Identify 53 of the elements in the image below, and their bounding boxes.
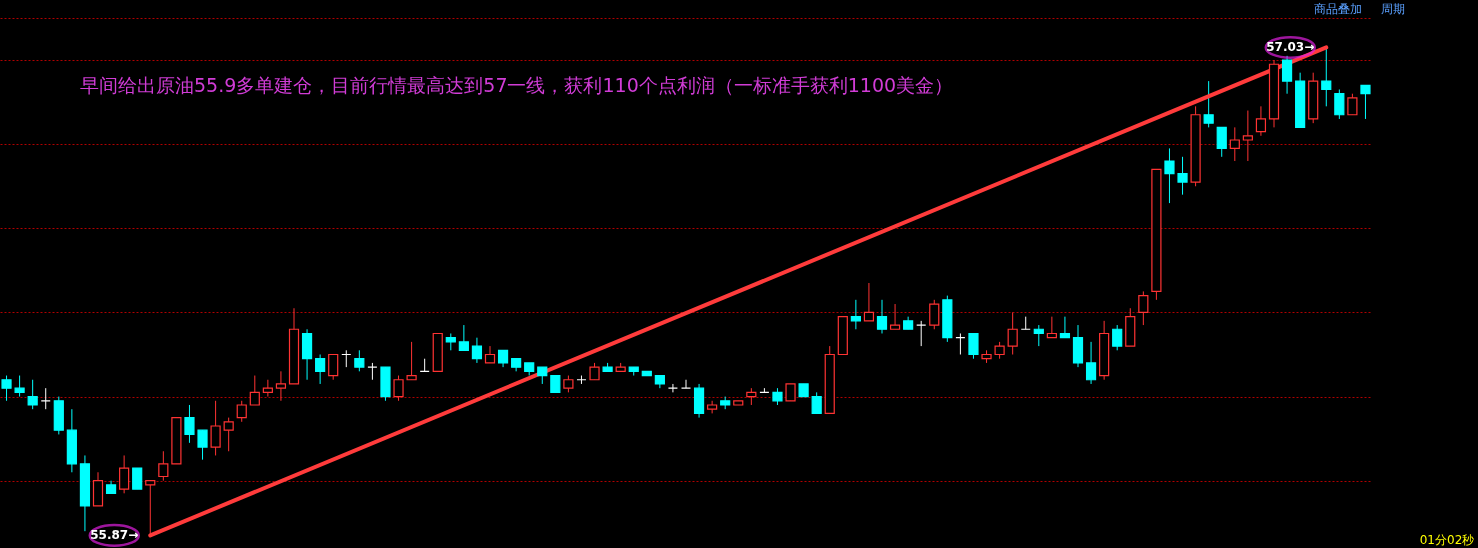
candlestick: [1, 375, 12, 402]
candlestick: [850, 299, 861, 330]
candlestick: [223, 417, 234, 452]
candlestick: [484, 345, 496, 364]
candlestick: [275, 370, 287, 402]
candlestick: [889, 303, 901, 330]
annotation: 55.87→: [90, 528, 139, 543]
candlestick: [158, 450, 169, 482]
candlestick: [210, 400, 221, 456]
candlestick: [1255, 105, 1267, 137]
candlestick: [1347, 93, 1358, 116]
candlestick: [471, 337, 483, 364]
candlestick: [458, 324, 469, 351]
candlestick: [27, 379, 38, 410]
text: 周期: [1381, 2, 1405, 16]
candlestick: [262, 379, 273, 398]
candlestick: [1046, 316, 1057, 339]
candlestick: [119, 454, 130, 494]
candlestick: [811, 391, 822, 414]
candlestick: [197, 429, 208, 461]
candlestick: [1229, 126, 1240, 162]
candlestick: [1085, 341, 1097, 385]
candlestick: [1164, 147, 1175, 204]
candlestick: [1112, 324, 1123, 351]
candlestick: [929, 299, 940, 330]
text: 商品叠加: [1314, 2, 1362, 16]
candlestick: [1059, 316, 1071, 339]
candlestick: [876, 299, 888, 334]
candlestick: [132, 467, 143, 490]
candlestick: [315, 354, 326, 385]
candlestick: [863, 282, 875, 322]
annotation: 早间给出原油55.9多单建仓，目前行情最高达到57一线，获利110个点利润（一标准手获利1100美金）: [80, 74, 954, 96]
candlestick: [968, 332, 979, 360]
candlestick: [1033, 324, 1044, 347]
annotation: 57.03→: [1266, 40, 1315, 55]
candlestick: [354, 349, 365, 372]
candlestick: [1334, 89, 1345, 120]
candlestick: [393, 375, 404, 402]
candlestick: [1360, 84, 1371, 120]
candlestick: [14, 375, 25, 398]
candlestick: [1007, 311, 1018, 356]
candlestick: [236, 400, 247, 423]
text: 01分02秒: [1419, 533, 1475, 547]
candlestick: [1242, 110, 1253, 162]
candlestick: [328, 353, 339, 381]
candlestick: [249, 375, 260, 406]
candlestick: [1138, 290, 1149, 326]
candlestick: [707, 400, 718, 414]
candlestick: [1177, 156, 1188, 196]
candlestick: [1203, 80, 1214, 128]
candlestick: [1216, 126, 1227, 158]
candlestick: [406, 341, 417, 381]
candlestick: [184, 404, 195, 444]
